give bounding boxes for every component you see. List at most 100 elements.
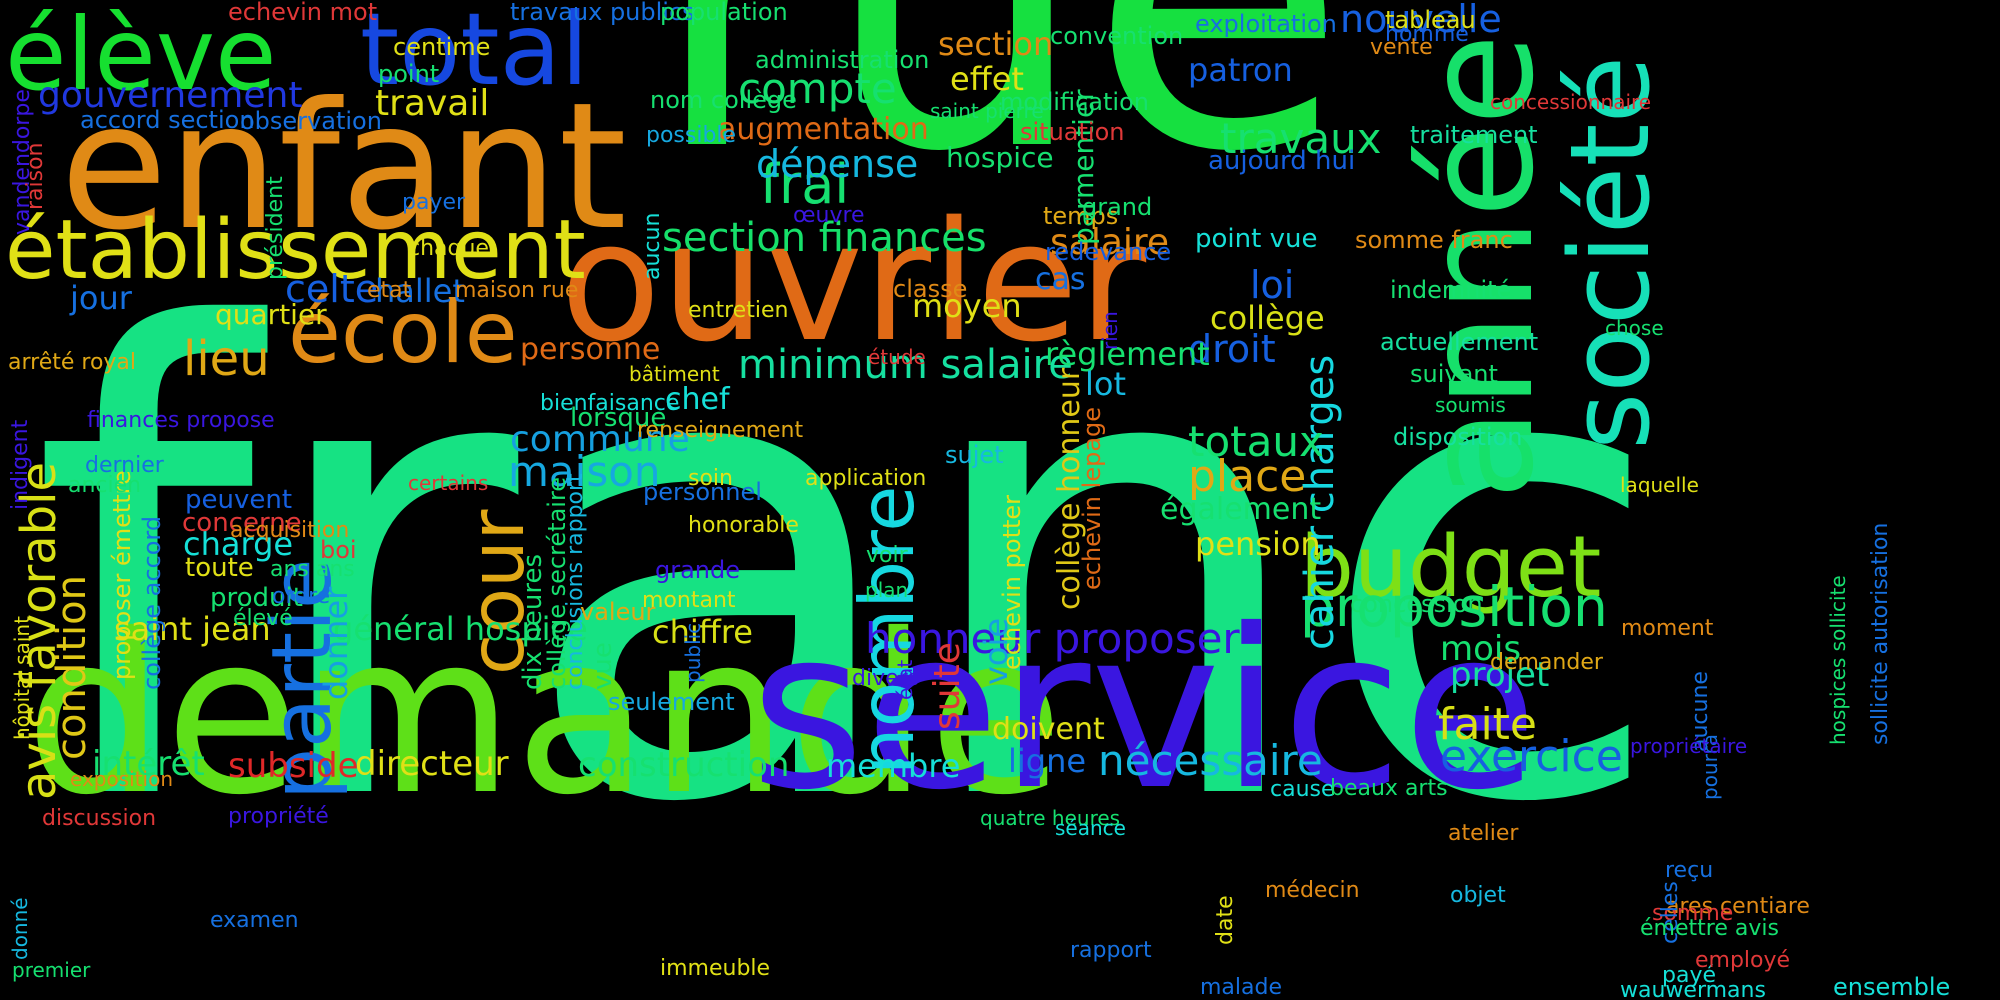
- cloud-word: vente: [1370, 35, 1433, 60]
- cloud-word: place: [1188, 451, 1307, 502]
- cloud-word: pension: [1195, 525, 1321, 563]
- cloud-word: ans ans: [270, 557, 355, 582]
- cloud-word: honorable: [688, 513, 799, 538]
- cloud-word: ligne: [1008, 742, 1087, 780]
- cloud-word: service: [750, 582, 1539, 838]
- cloud-word: voir: [866, 543, 908, 568]
- cloud-word: objet: [1450, 883, 1506, 908]
- cloud-word: rapport: [1070, 938, 1152, 963]
- cloud-word: hallet: [375, 272, 465, 310]
- cloud-word: accord section: [80, 106, 255, 134]
- cloud-word: classe: [893, 275, 968, 303]
- cloud-word: cas: [1035, 262, 1086, 297]
- cloud-word: population: [660, 0, 788, 26]
- cloud-word: laquelle: [1620, 473, 1699, 497]
- cloud-word: propriétaire: [1630, 734, 1748, 758]
- cloud-word: exploitation: [1195, 10, 1337, 38]
- cloud-word: soumis: [1435, 393, 1506, 417]
- cloud-word: élève: [5, 0, 277, 113]
- cloud-word: personnel: [643, 478, 762, 506]
- cloud-word: grand: [1082, 193, 1153, 221]
- cloud-word: sollicite autorisation: [1868, 522, 1893, 745]
- cloud-word: nécessaire: [1098, 736, 1323, 785]
- cloud-word: jour: [70, 279, 132, 317]
- cloud-word: peuvent: [185, 485, 293, 515]
- cloud-word: valeur: [580, 598, 656, 626]
- cloud-word: demande: [25, 587, 1064, 843]
- cloud-word: travaux: [1220, 114, 1382, 163]
- cloud-word: enfant: [60, 66, 627, 269]
- cloud-word: renseignement: [637, 418, 804, 443]
- cloud-word: salaire: [1050, 222, 1170, 263]
- cloud-word: employé: [1695, 948, 1791, 973]
- cloud-word: plan: [865, 578, 909, 602]
- cloud-word: élevé: [233, 606, 293, 631]
- cloud-word: suite: [927, 642, 968, 730]
- cloud-word: premier: [12, 958, 91, 982]
- cloud-word: travail: [375, 83, 490, 124]
- cloud-word: proposition: [1300, 575, 1608, 639]
- cloud-word: travaux publics: [510, 0, 695, 26]
- cloud-word: étude: [868, 345, 926, 369]
- cloud-word: augmentation: [718, 112, 929, 147]
- cloud-word: raison: [23, 142, 48, 210]
- cloud-word: lot: [1085, 365, 1127, 403]
- cloud-word: chef: [665, 382, 730, 417]
- cloud-word: nom collège: [650, 86, 797, 114]
- cloud-word: gouvernement: [38, 75, 303, 116]
- cloud-word: ares centiare: [1666, 894, 1810, 919]
- cloud-word: atelier: [1448, 821, 1519, 846]
- cloud-word: doivent: [992, 712, 1105, 747]
- cloud-word: saint pierre: [930, 99, 1044, 123]
- cloud-word: divers: [852, 666, 920, 691]
- cloud-word: examen: [210, 908, 299, 933]
- cloud-word: somme: [1652, 901, 1734, 926]
- cloud-word: celte: [285, 267, 379, 311]
- cloud-word: membre: [826, 747, 961, 785]
- cloud-word: propriété: [228, 804, 329, 829]
- cloud-word: echevin lepage: [1078, 406, 1106, 590]
- cloud-word: homme: [1385, 22, 1469, 47]
- cloud-word: date: [1213, 895, 1238, 945]
- cloud-word: montant: [642, 588, 736, 613]
- cloud-word: loi: [1250, 263, 1295, 307]
- cloud-word: concerne: [182, 508, 302, 538]
- cloud-word: budget: [1300, 518, 1602, 617]
- cloud-word: situation: [1020, 118, 1125, 146]
- cloud-word: centime: [393, 33, 491, 61]
- cloud-word: président: [263, 176, 288, 280]
- cloud-word: collège: [1210, 299, 1325, 337]
- cloud-word: echevin potter: [998, 494, 1026, 670]
- cloud-word: produit: [210, 583, 303, 613]
- cloud-word: totaux: [1188, 417, 1324, 466]
- cloud-word: moment: [1621, 616, 1714, 641]
- cloud-word: hôpital saint: [10, 616, 34, 740]
- cloud-word: etat: [367, 278, 412, 303]
- cloud-word: lorsque: [570, 403, 667, 433]
- cloud-word: traitement: [1410, 121, 1538, 149]
- cloud-word: dépense: [756, 142, 919, 186]
- cloud-word: patron: [1188, 51, 1293, 89]
- cloud-word: public: [681, 622, 705, 683]
- cloud-word: droit: [1188, 327, 1276, 371]
- cloud-word: acquisition: [230, 518, 350, 543]
- cloud-word: wauwermans: [1620, 978, 1766, 1000]
- cloud-word: donné: [8, 897, 32, 960]
- cloud-word: demander: [1490, 650, 1603, 675]
- cloud-word: minimum salaire: [738, 342, 1073, 388]
- cloud-word: proposer émettre: [108, 470, 136, 680]
- cloud-word: commune: [510, 419, 690, 460]
- cloud-word: exposition: [70, 767, 174, 791]
- cloud-word: payer: [402, 190, 466, 215]
- cloud-word: point vue: [1195, 224, 1318, 254]
- cloud-word: honneur proposer: [865, 614, 1240, 663]
- cloud-word: modification: [1000, 88, 1149, 116]
- cloud-word: séance: [1055, 816, 1126, 840]
- cloud-word: hospices sollicite: [1826, 575, 1850, 745]
- cloud-word: frai: [760, 153, 850, 216]
- cloud-word: entretien: [688, 298, 789, 323]
- cloud-word: hospice: [946, 141, 1054, 174]
- cloud-word: rien: [1098, 311, 1122, 350]
- cloud-word: charge: [183, 525, 294, 563]
